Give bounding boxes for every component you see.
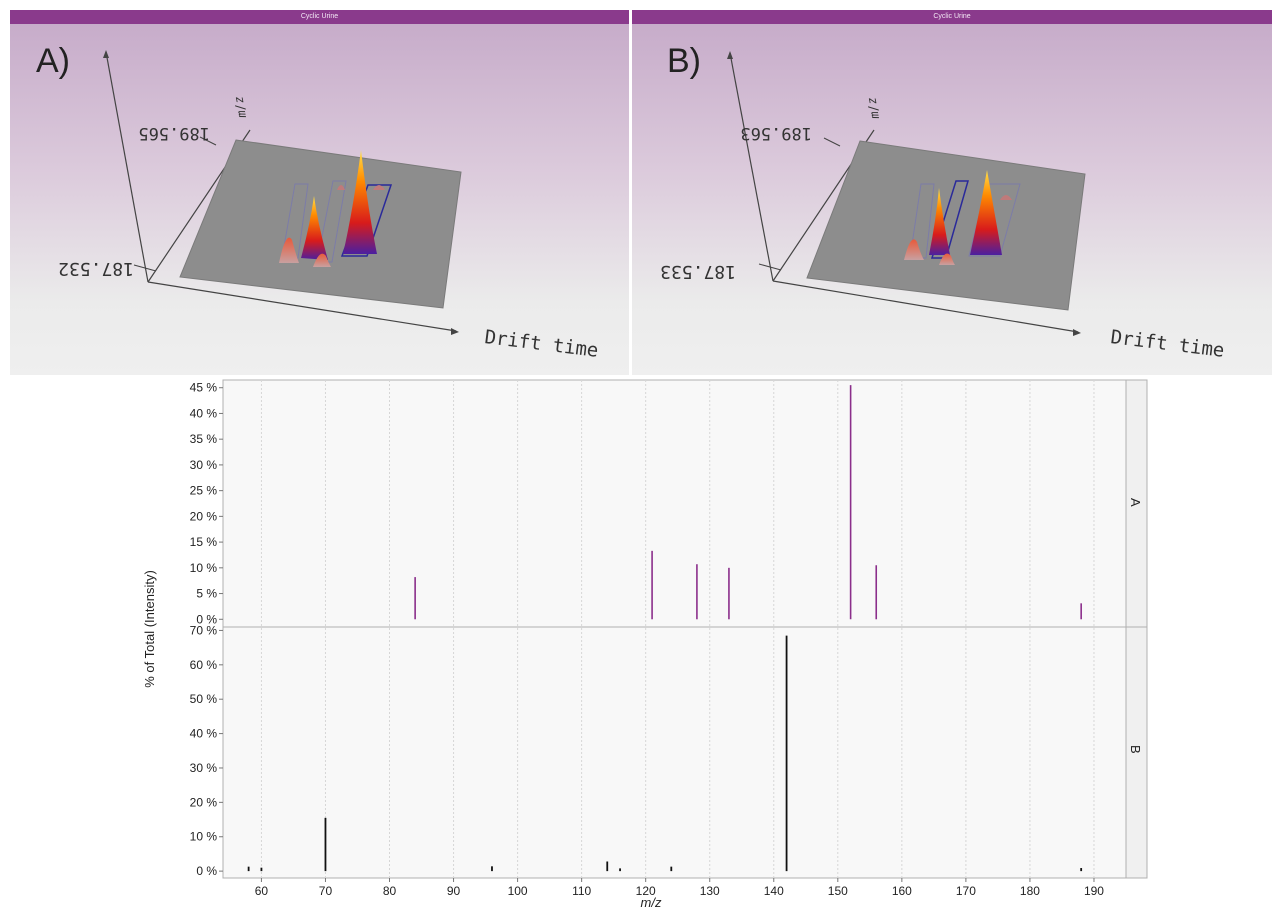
y-tick-label-a: 30 % bbox=[190, 458, 218, 472]
y-tick-label-a: 0 % bbox=[196, 612, 217, 626]
mz-label-bottom: 187.533 bbox=[660, 261, 736, 282]
window-title-a: Cyclic Urine bbox=[10, 10, 629, 24]
y-tick-label-b: 30 % bbox=[190, 761, 218, 775]
y-tick-label-a: 20 % bbox=[190, 509, 218, 523]
peak-tiny-1 bbox=[1000, 195, 1012, 200]
y-tick-label-b: 20 % bbox=[190, 795, 218, 809]
y-tick-layer: 0 % 5 % 10 % 15 % 20 % 25 % 30 % 35 % 40 % 45 % 0 … bbox=[190, 381, 223, 878]
z-axis-arrow bbox=[103, 50, 109, 58]
mz-label-top: 189.563 bbox=[740, 123, 812, 143]
mz-tick-high bbox=[823, 137, 841, 147]
floor-plane bbox=[806, 140, 1086, 311]
z-axis-line bbox=[105, 51, 149, 283]
x-tick-label: 140 bbox=[764, 884, 784, 898]
mz-tick-high bbox=[199, 136, 217, 146]
panel-3d-a: Cyclic Urine A) bbox=[10, 10, 629, 375]
y-axis-title: % of Total (Intensity) bbox=[142, 570, 157, 688]
panel-label-a: A) bbox=[36, 42, 70, 80]
peak-tiny-1 bbox=[337, 185, 345, 190]
mz-tick-low bbox=[758, 263, 782, 271]
peak-tall bbox=[343, 150, 377, 254]
mz-label-bottom: 187.532 bbox=[58, 258, 134, 279]
spectrum-chart: 0 % 5 % 10 % 15 % 20 % 25 % 30 % 35 % 40 % 45 % 0 … bbox=[142, 379, 1148, 910]
x-tick-label: 110 bbox=[572, 884, 591, 898]
x-tick-label: 170 bbox=[956, 884, 976, 898]
y-tick-label-a: 25 % bbox=[190, 484, 218, 498]
z-axis-arrow bbox=[727, 51, 733, 59]
grid-layer bbox=[260, 380, 1095, 878]
x-tick-label: 100 bbox=[508, 884, 528, 898]
peak-tiny-2 bbox=[373, 185, 385, 190]
drift-axis-line bbox=[772, 280, 1079, 333]
bars-layer bbox=[247, 385, 1083, 872]
facet-label-b: B bbox=[1128, 745, 1143, 754]
x-axis-title: m/z bbox=[641, 895, 662, 910]
y-tick-label-b: 60 % bbox=[190, 658, 218, 672]
y-tick-label-b: 0 % bbox=[196, 864, 217, 878]
x-tick-label: 160 bbox=[892, 884, 912, 898]
x-tick-label: 80 bbox=[383, 884, 397, 898]
facet-strip bbox=[1125, 379, 1148, 879]
panel-3d-b: Cyclic Urine B) 189 bbox=[632, 10, 1272, 375]
y-tick-label-b: 10 % bbox=[190, 830, 218, 844]
floor-plane bbox=[179, 139, 462, 309]
z-axis-line bbox=[729, 52, 774, 282]
peak-mid bbox=[929, 188, 950, 255]
mz-tick-low bbox=[133, 264, 157, 272]
peak-small-1 bbox=[904, 239, 924, 260]
x-tick-label: 150 bbox=[828, 884, 848, 898]
x-tick-label: 190 bbox=[1084, 884, 1104, 898]
x-tick-label: 130 bbox=[700, 884, 720, 898]
x-tick-layer: 60 70 80 90 100 110 120 130 140 150 160 170 180 190 bbox=[255, 878, 1104, 898]
x-tick-label: 60 bbox=[255, 884, 269, 898]
mz-axis-label: m/z bbox=[231, 95, 249, 120]
x-tick-label: 180 bbox=[1020, 884, 1040, 898]
mz-axis-label: m/z bbox=[864, 96, 882, 121]
y-tick-label-a: 5 % bbox=[196, 587, 217, 601]
drift-axis-arrow bbox=[451, 328, 459, 335]
peak-small-2 bbox=[313, 253, 331, 267]
drift-axis-label: Drift time bbox=[483, 326, 599, 362]
drift-axis-arrow bbox=[1073, 329, 1081, 336]
x-tick-label: 90 bbox=[447, 884, 461, 898]
plot-3d-b: 189.563 187.533 m/z Drift time bbox=[660, 51, 1226, 362]
selection-box-2 bbox=[316, 180, 347, 263]
y-tick-label-a: 15 % bbox=[190, 535, 218, 549]
y-tick-label-a: 45 % bbox=[190, 381, 218, 395]
y-tick-label-b: 40 % bbox=[190, 727, 218, 741]
peak-small-2 bbox=[939, 253, 955, 265]
y-tick-label-a: 10 % bbox=[190, 561, 218, 575]
plot-3d-a: 189.565 187.532 m/z Drift time bbox=[58, 50, 600, 362]
y-tick-label-a: 35 % bbox=[190, 432, 218, 446]
peak-tall bbox=[970, 170, 1002, 255]
y-tick-label-b: 70 % bbox=[190, 623, 218, 637]
x-tick-label: 120 bbox=[636, 884, 656, 898]
plot-area bbox=[222, 379, 1127, 879]
y-tick-label-b: 50 % bbox=[190, 692, 218, 706]
selection-box-1 bbox=[909, 183, 935, 259]
mz-label-top: 189.565 bbox=[138, 123, 210, 143]
drift-axis-line bbox=[147, 281, 457, 332]
panel-label-b: B) bbox=[667, 42, 701, 80]
x-tick-label: 70 bbox=[319, 884, 333, 898]
selection-box-1 bbox=[281, 183, 309, 259]
y-tick-label-a: 40 % bbox=[190, 406, 218, 420]
peak-small-1 bbox=[279, 237, 299, 263]
peak-mid bbox=[301, 196, 328, 260]
drift-axis-label: Drift time bbox=[1109, 326, 1225, 362]
facet-label-a: A bbox=[1128, 498, 1143, 507]
window-title-b: Cyclic Urine bbox=[632, 10, 1272, 24]
